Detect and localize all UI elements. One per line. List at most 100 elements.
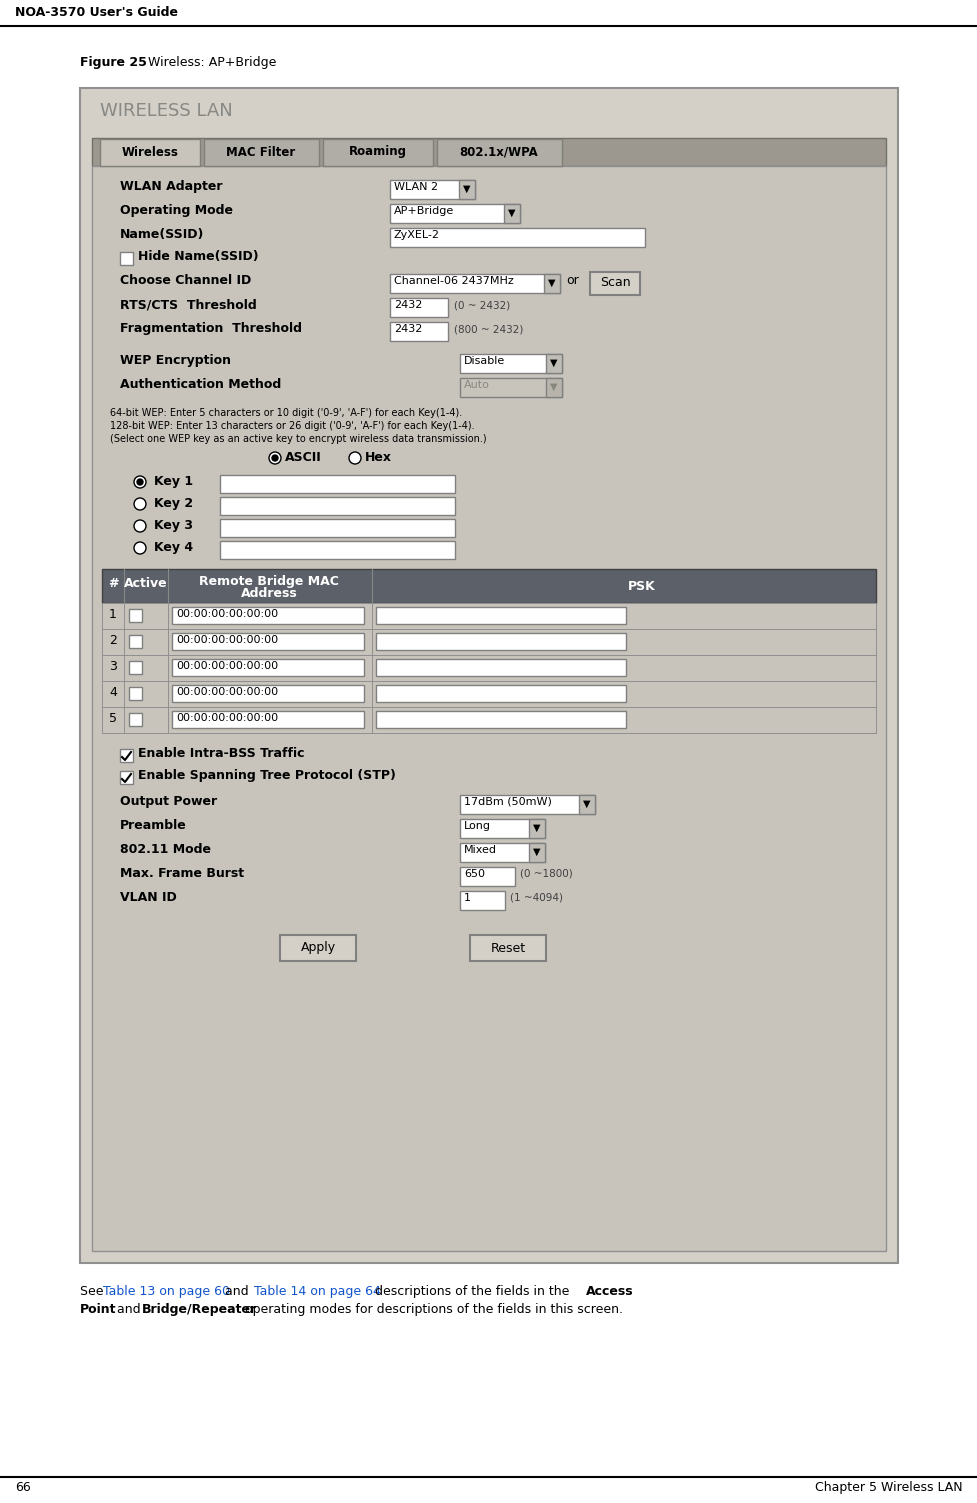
Bar [459,795,594,815]
Text: (800 ~ 2432): (800 ~ 2432) [453,325,523,334]
Text: 802.11 Mode: 802.11 Mode [120,843,211,857]
Text: Disable: Disable [463,356,505,367]
Bar [172,633,363,649]
Bar [375,685,625,702]
Text: Mixed: Mixed [463,845,496,855]
Text: 00:00:00:00:00:00: 00:00:00:00:00:00 [176,609,277,619]
Text: (Select one WEP key as an active key to encrypt wireless data transmission.): (Select one WEP key as an active key to … [109,434,487,443]
Text: Output Power: Output Power [120,795,217,809]
Text: ▼: ▼ [507,207,515,218]
Text: 1: 1 [463,893,471,903]
Circle shape [137,479,143,485]
Bar [129,634,142,648]
Text: ▼: ▼ [549,358,557,368]
Bar [390,204,520,222]
Bar [120,748,133,762]
Circle shape [134,497,146,510]
Bar [172,658,363,676]
Bar [375,607,625,624]
Bar [578,795,594,815]
Text: descriptions of the fields in the: descriptions of the fields in the [370,1285,573,1299]
Bar [92,165,885,1250]
Bar [92,138,885,165]
Bar [545,377,562,397]
Text: Access: Access [585,1285,633,1299]
Bar [102,603,875,628]
Circle shape [134,476,146,488]
Text: VLAN ID: VLAN ID [120,891,177,903]
Text: WLAN 2: WLAN 2 [394,182,438,192]
Text: Chapter 5 Wireless LAN: Chapter 5 Wireless LAN [815,1480,962,1494]
Text: AP+Bridge: AP+Bridge [394,206,453,216]
Bar [100,138,199,165]
Text: WLAN Adapter: WLAN Adapter [120,180,223,192]
Text: 00:00:00:00:00:00: 00:00:00:00:00:00 [176,661,277,670]
Bar [545,355,562,373]
Bar [129,609,142,622]
Bar [120,771,133,785]
Bar [102,706,875,733]
Text: 3: 3 [109,660,117,673]
Bar [459,843,544,863]
Bar [172,607,363,624]
Text: Key 2: Key 2 [153,497,192,510]
Text: Operating Mode: Operating Mode [120,204,233,216]
Bar [220,519,454,537]
Bar [129,712,142,726]
Text: 00:00:00:00:00:00: 00:00:00:00:00:00 [176,687,277,697]
Text: Roaming: Roaming [349,146,406,158]
Text: Figure 25: Figure 25 [80,56,147,69]
Text: Long: Long [463,821,490,831]
Text: Remote Bridge MAC: Remote Bridge MAC [199,576,339,588]
Text: Key 3: Key 3 [153,519,192,532]
Text: or: or [566,274,578,287]
Bar [470,935,545,960]
Text: 5: 5 [108,712,117,724]
Text: and: and [113,1303,145,1317]
Text: NOA-3570 User's Guide: NOA-3570 User's Guide [15,6,178,20]
Text: Channel-06 2437MHz: Channel-06 2437MHz [394,277,513,286]
Bar [390,298,447,317]
Bar [375,711,625,727]
Circle shape [272,455,277,461]
Bar [220,541,454,559]
Text: 66: 66 [15,1480,30,1494]
Bar [279,935,356,960]
Text: 2432: 2432 [394,301,422,310]
Text: Max. Frame Burst: Max. Frame Burst [120,867,244,879]
Text: Hex: Hex [364,451,392,464]
Text: Reset: Reset [489,941,525,954]
Bar [459,891,504,909]
Text: ASCII: ASCII [284,451,321,464]
Text: Point: Point [80,1303,116,1317]
Text: 2: 2 [109,634,117,646]
Text: 00:00:00:00:00:00: 00:00:00:00:00:00 [176,712,277,723]
Bar [390,228,645,246]
Text: 128-bit WEP: Enter 13 characters or 26 digit ('0-9', 'A-F') for each Key(1-4).: 128-bit WEP: Enter 13 characters or 26 d… [109,421,474,431]
Text: See: See [80,1285,107,1299]
Bar [375,658,625,676]
Circle shape [134,520,146,532]
Circle shape [269,452,280,464]
Bar [220,475,454,493]
Text: Auto: Auto [463,380,489,389]
Bar [459,819,544,839]
Bar [390,274,560,293]
Text: ▼: ▼ [532,824,540,833]
Text: ▼: ▼ [549,382,557,392]
Text: Table 14 on page 64: Table 14 on page 64 [254,1285,380,1299]
Bar [102,681,875,706]
Text: Bridge/Repeater: Bridge/Repeater [142,1303,257,1317]
Bar [102,655,875,681]
Text: MAC Filter: MAC Filter [226,146,295,158]
Text: (0 ~ 2432): (0 ~ 2432) [453,301,510,310]
Text: (0 ~1800): (0 ~1800) [520,869,573,879]
Text: ▼: ▼ [547,278,555,289]
Bar [459,377,562,397]
Text: Preamble: Preamble [120,819,187,833]
Bar [129,661,142,673]
Text: 17dBm (50mW): 17dBm (50mW) [463,797,551,807]
Bar [589,272,639,295]
Bar [172,711,363,727]
Circle shape [134,543,146,555]
